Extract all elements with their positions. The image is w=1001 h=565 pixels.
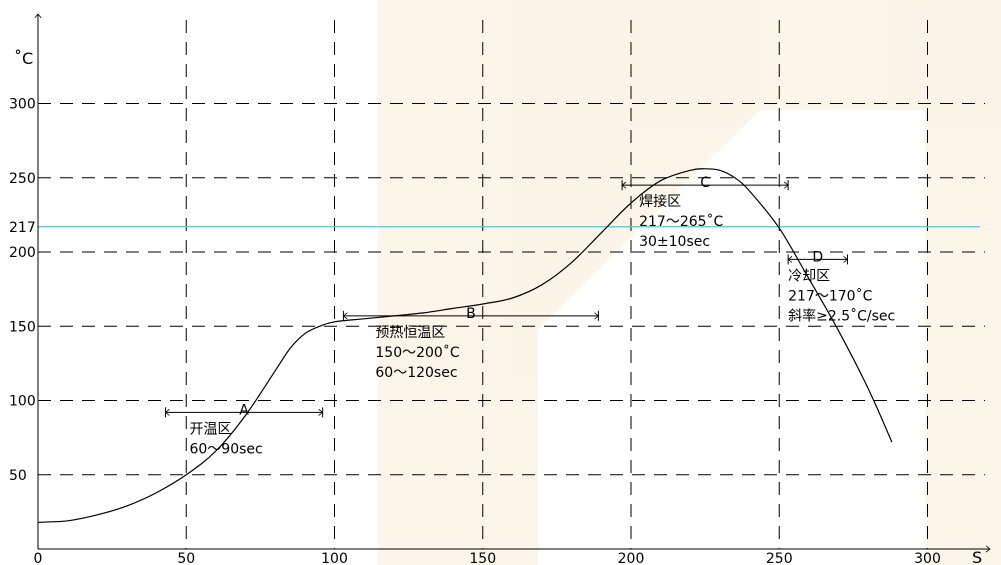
zone-description-line: 开温区 bbox=[189, 421, 231, 437]
zone-description-line: 217～265˚C bbox=[639, 213, 723, 230]
x-tick-labels: 0 50 100 150 200 250 300 bbox=[34, 551, 941, 565]
zone-description-line: 150～200˚C bbox=[375, 344, 459, 361]
x-tick-label: 300 bbox=[914, 551, 941, 565]
axes bbox=[38, 14, 990, 549]
zone-description-line: 60～90sec bbox=[189, 441, 262, 457]
zone-description-line: 60～120sec bbox=[375, 365, 457, 381]
zone-letter: A bbox=[239, 402, 249, 418]
zone-description-line: 预热恒温区 bbox=[375, 325, 445, 341]
y-tick-label: 250 bbox=[9, 171, 36, 187]
y-tick-label: 217 bbox=[9, 220, 36, 236]
y-tick-label: 300 bbox=[9, 97, 36, 113]
y-tick-label: 200 bbox=[9, 245, 36, 261]
x-tick-label: 200 bbox=[618, 551, 645, 565]
x-axis-unit: S bbox=[972, 548, 982, 565]
zone-description-line: 冷却区 bbox=[788, 268, 830, 284]
zone-description-line: 217～170˚C bbox=[788, 287, 872, 304]
x-tick-label: 50 bbox=[177, 551, 195, 565]
y-tick-label: 50 bbox=[9, 468, 27, 484]
zone-annotations: A 开温区 60～90sec B 预热恒温区 150～200˚C 60～120sec C 焊接区… bbox=[165, 175, 895, 457]
zone-a: A 开温区 60～90sec bbox=[165, 402, 322, 457]
y-tick-label: 150 bbox=[9, 319, 36, 335]
x-tick-label: 100 bbox=[321, 551, 348, 565]
x-tick-label: 150 bbox=[469, 551, 496, 565]
zone-letter: B bbox=[466, 306, 476, 322]
x-tick-label: 250 bbox=[766, 551, 793, 565]
zone-b: B 预热恒温区 150～200˚C 60～120sec bbox=[343, 306, 598, 381]
zone-c: C 焊接区 217～265˚C 30±10sec bbox=[622, 175, 788, 250]
zone-description-line: 30±10sec bbox=[639, 234, 710, 250]
y-tick-labels: 50 100 150 200 217 250 300 bbox=[9, 97, 36, 484]
y-tick-label: 100 bbox=[9, 394, 36, 410]
zone-d: D 冷却区 217～170˚C 斜率≥2.5˚C/sec bbox=[788, 249, 895, 324]
grid-lines bbox=[38, 20, 985, 549]
zone-description-line: 焊接区 bbox=[639, 193, 681, 210]
watermark-shape bbox=[378, 0, 1001, 565]
x-tick-label: 0 bbox=[34, 551, 43, 565]
zone-letter: C bbox=[700, 175, 710, 191]
y-axis-unit: ˚C bbox=[14, 49, 33, 68]
zone-letter: D bbox=[812, 249, 823, 265]
zone-description-line: 斜率≥2.5˚C/sec bbox=[788, 307, 895, 324]
